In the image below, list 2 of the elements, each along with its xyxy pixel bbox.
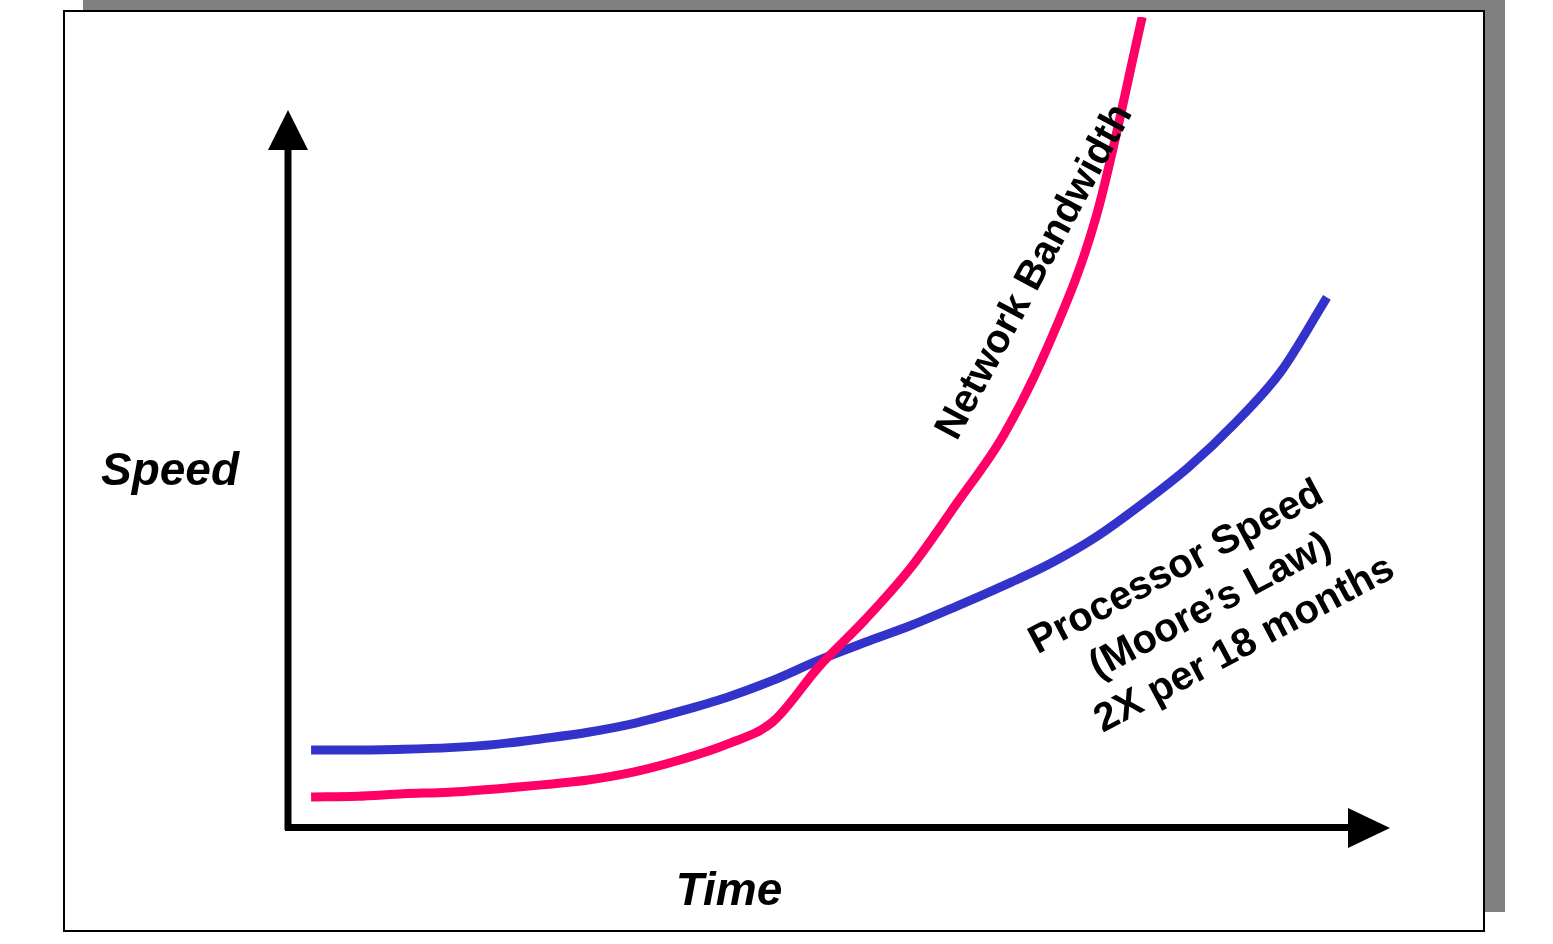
y-axis-title: Speed (100, 442, 240, 495)
x-axis-title: Time (675, 862, 783, 915)
